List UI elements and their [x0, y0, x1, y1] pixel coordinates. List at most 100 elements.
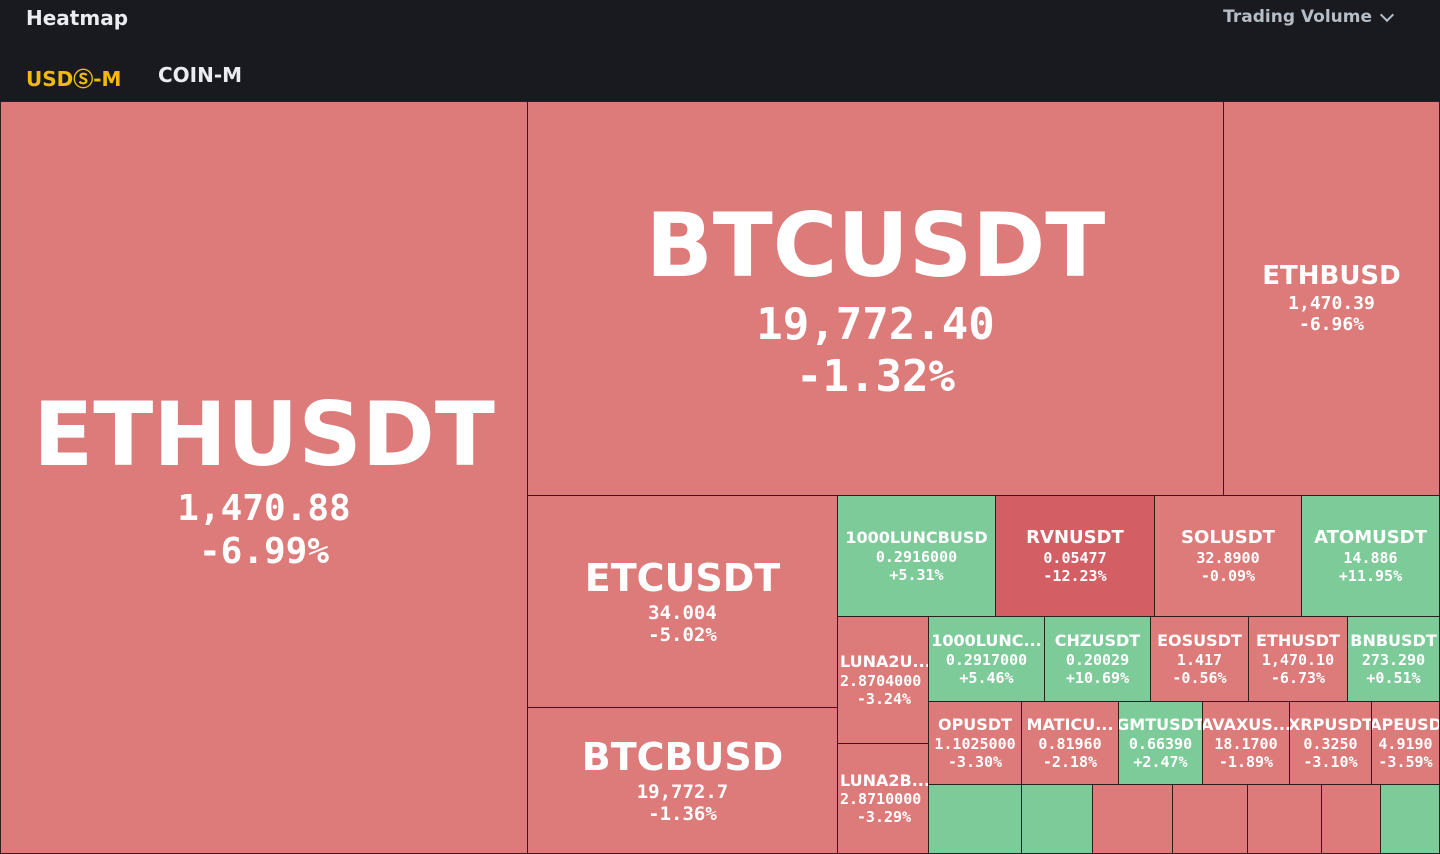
heatmap-tile-unlabeled[interactable]	[1321, 784, 1381, 854]
heatmap-grid: ETHUSDT 1,470.88 -6.99% BTCUSDT 19,772.4…	[0, 101, 1440, 854]
tile-symbol: GMTUSDT	[1118, 715, 1203, 735]
heatmap-tile-btcusdt[interactable]: BTCUSDT 19,772.40 -1.32%	[527, 101, 1224, 496]
heatmap-tile-chzusdt[interactable]: CHZUSDT 0.20029 +10.69%	[1044, 616, 1151, 702]
tile-price: 0.81960	[1038, 734, 1102, 753]
tile-change: -3.24%	[856, 689, 912, 708]
heatmap-tile-maticusdt[interactable]: MATICU... 0.81960 -2.18%	[1021, 701, 1119, 785]
tile-change: -3.10%	[1303, 752, 1358, 771]
tile-price: 1,470.39	[1288, 292, 1375, 314]
tile-symbol: APEUSD	[1371, 715, 1440, 735]
heatmap-tile-gmtusdt[interactable]: GMTUSDT 0.66390 +2.47%	[1118, 701, 1203, 785]
tile-change: -0.56%	[1172, 668, 1227, 687]
heatmap-tile-opusdt[interactable]: OPUSDT 1.1025000 -3.30%	[928, 701, 1022, 785]
heatmap-tile-unlabeled[interactable]	[1172, 784, 1248, 854]
heatmap-tile-rvnusdt[interactable]: RVNUSDT 0.05477 -12.23%	[995, 495, 1155, 617]
tile-price: 0.20029	[1065, 650, 1130, 669]
tile-price: 34.004	[648, 601, 717, 624]
tile-change: +5.46%	[959, 668, 1014, 687]
tile-change: +11.95%	[1338, 566, 1403, 585]
tile-symbol: LUNA2U...	[840, 652, 929, 672]
tile-price: 0.2917000	[945, 650, 1028, 669]
heatmap-tile-eosusdt[interactable]: EOSUSDT 1.417 -0.56%	[1150, 616, 1249, 702]
heatmap-tile-1000luncusdt[interactable]: 1000LUNC... 0.2917000 +5.46%	[928, 616, 1045, 702]
tile-change: +5.31%	[889, 565, 944, 584]
tile-symbol: AVAXUS...	[1202, 715, 1290, 735]
heatmap-tile-avaxusdt[interactable]: AVAXUS... 18.1700 -1.89%	[1202, 701, 1290, 785]
heatmap-tile-unlabeled[interactable]	[928, 784, 1022, 854]
tile-change: -12.23%	[1043, 566, 1107, 585]
tab-usds-m[interactable]: USDⓈ-M	[26, 67, 122, 91]
heatmap-tile-ethusdt[interactable]: ETHUSDT 1,470.88 -6.99%	[0, 101, 528, 854]
tile-price: 273.290	[1361, 650, 1426, 669]
chevron-down-icon	[1379, 7, 1395, 22]
tile-price: 4.9190	[1378, 734, 1433, 753]
tile-change: -5.02%	[648, 624, 717, 647]
heatmap-tile-apeusdt[interactable]: APEUSD 4.9190 -3.59%	[1371, 701, 1440, 785]
tile-price: 19,772.40	[756, 298, 995, 350]
heatmap-tile-unlabeled[interactable]	[1247, 784, 1322, 854]
tile-change: -3.30%	[947, 752, 1003, 771]
tile-change: +2.47%	[1133, 752, 1188, 771]
tile-symbol: 1000LUNC...	[931, 631, 1042, 651]
tile-symbol: ETCUSDT	[584, 555, 781, 600]
tile-price: 1,470.10	[1261, 650, 1335, 669]
heatmap-tile-xrpusdt[interactable]: XRPUSDT 0.3250 -3.10%	[1289, 701, 1372, 785]
tile-symbol: SOLUSDT	[1181, 527, 1275, 549]
tile-symbol: ETHBUSD	[1262, 261, 1401, 292]
tile-change: -3.59%	[1378, 752, 1433, 771]
tile-price: 2.8704000	[840, 671, 922, 690]
tile-price: 0.2916000	[875, 547, 958, 566]
heatmap-tile-unlabeled[interactable]	[1380, 784, 1440, 854]
tile-price: 14.886	[1343, 548, 1398, 567]
tile-price: 19,772.7	[636, 780, 729, 803]
heatmap-tile-btcbusd[interactable]: BTCBUSD 19,772.7 -1.36%	[527, 707, 838, 854]
tile-symbol: 1000LUNCBUSD	[845, 528, 988, 548]
metric-dropdown[interactable]: Trading Volume	[1223, 7, 1395, 27]
tile-change: -6.73%	[1270, 668, 1326, 687]
header-bar: Heatmap Trading Volume USDⓈ-M COIN-M	[0, 0, 1440, 101]
tile-price: 1.1025000	[934, 734, 1016, 753]
page-title: Heatmap	[26, 6, 129, 30]
tile-symbol: RVNUSDT	[1026, 527, 1124, 549]
tile-price: 0.66390	[1128, 734, 1193, 753]
tile-change: -3.29%	[856, 808, 912, 827]
heatmap-tile-bnbusdt[interactable]: BNBUSDT 273.290 +0.51%	[1347, 616, 1440, 702]
heatmap-tile-atomusdt[interactable]: ATOMUSDT 14.886 +11.95%	[1301, 495, 1440, 617]
tile-change: -1.89%	[1218, 752, 1274, 771]
heatmap-tile-luna2usdt[interactable]: LUNA2U... 2.8704000 -3.24%	[837, 616, 929, 744]
heatmap-tile-luna2busd[interactable]: LUNA2B... 2.8710000 -3.29%	[837, 743, 929, 854]
heatmap-tile-1000luncbusd[interactable]: 1000LUNCBUSD 0.2916000 +5.31%	[837, 495, 996, 617]
tile-symbol: BTCUSDT	[645, 193, 1106, 297]
heatmap-tile-solusdt[interactable]: SOLUSDT 32.8900 -0.09%	[1154, 495, 1302, 617]
heatmap-tile-ethbusd[interactable]: ETHBUSD 1,470.39 -6.96%	[1223, 101, 1440, 496]
tile-price: 1,470.88	[177, 488, 351, 530]
tile-change: +0.51%	[1366, 668, 1421, 687]
tile-symbol: MATICU...	[1026, 715, 1114, 735]
heatmap-tile-etcusdt[interactable]: ETCUSDT 34.004 -5.02%	[527, 495, 838, 708]
tile-symbol: ETHUSDT	[33, 382, 495, 486]
tile-change: -1.32%	[796, 351, 955, 403]
tab-coin-m[interactable]: COIN-M	[158, 63, 243, 87]
tile-symbol: OPUSDT	[937, 715, 1013, 735]
tile-change: -1.36%	[648, 803, 717, 826]
tile-symbol: XRPUSDT	[1289, 715, 1372, 735]
tile-price: 0.05477	[1043, 548, 1107, 567]
tile-change: +10.69%	[1065, 668, 1130, 687]
heatmap-tile-unlabeled[interactable]	[1092, 784, 1173, 854]
tile-symbol: LUNA2B...	[840, 770, 929, 790]
tile-price: 2.8710000	[840, 790, 922, 809]
tile-price: 0.3250	[1303, 734, 1358, 753]
tile-symbol: BTCBUSD	[581, 734, 784, 779]
tile-change: -0.09%	[1200, 566, 1256, 585]
tile-symbol: ETHUSDT	[1256, 631, 1340, 651]
tile-change: -2.18%	[1042, 752, 1098, 771]
tile-change: -6.96%	[1298, 314, 1365, 336]
tile-price: 18.1700	[1214, 734, 1278, 753]
tile-price: 32.8900	[1196, 548, 1260, 567]
heatmap-tile-ethusdt-small[interactable]: ETHUSDT 1,470.10 -6.73%	[1248, 616, 1348, 702]
tile-symbol: CHZUSDT	[1054, 631, 1141, 651]
tile-symbol: ATOMUSDT	[1314, 527, 1427, 549]
metric-dropdown-label: Trading Volume	[1223, 7, 1372, 27]
tile-symbol: BNBUSDT	[1350, 631, 1437, 651]
heatmap-tile-unlabeled[interactable]	[1021, 784, 1093, 854]
